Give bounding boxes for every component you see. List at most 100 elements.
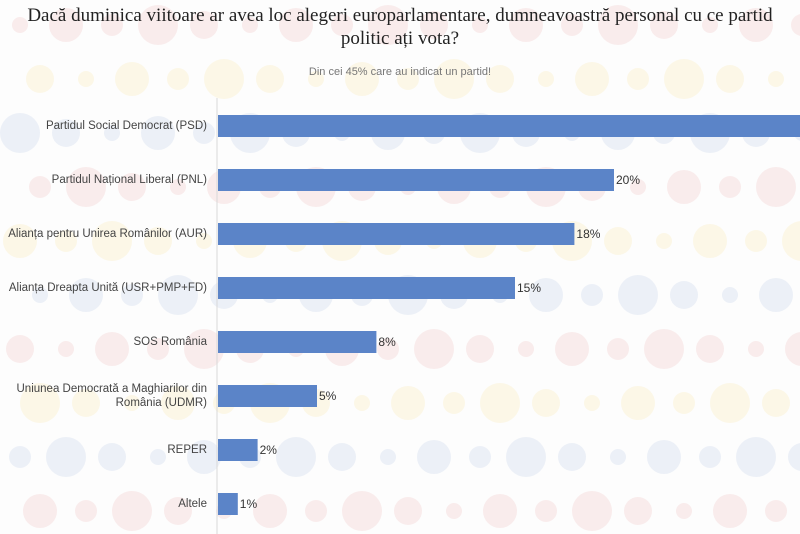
background-dot <box>196 233 212 249</box>
background-dot <box>115 62 149 96</box>
background-dot <box>394 497 422 525</box>
chart-subtitle: Din cei 45% care au indicat un partid! <box>308 66 492 78</box>
background-dot <box>535 500 557 522</box>
background-dot <box>673 392 695 414</box>
background-dot <box>308 71 324 87</box>
background-dot <box>78 71 94 87</box>
background-dot <box>785 332 800 366</box>
background-dot <box>630 179 646 195</box>
background-dot <box>575 62 609 96</box>
background-dot <box>558 443 586 471</box>
background-dot <box>377 338 399 360</box>
value-label: 2% <box>259 443 277 457</box>
background-dot <box>58 341 74 357</box>
background-dot <box>101 14 123 36</box>
background-dot <box>242 17 258 33</box>
background-dot <box>532 389 560 417</box>
value-label: 18% <box>576 227 601 241</box>
background-dot <box>26 65 54 93</box>
background-dot <box>420 11 448 39</box>
background-dot <box>147 338 169 360</box>
value-label: 15% <box>517 281 542 295</box>
category-label: Uniunea Democrată a Maghiarilor din Româ… <box>16 383 208 409</box>
background-dot <box>650 11 678 39</box>
background-dot <box>736 437 776 477</box>
bar <box>218 331 377 353</box>
background-dot <box>52 119 80 147</box>
background-dot <box>469 446 491 468</box>
background-dot <box>204 59 244 99</box>
background-dot <box>118 173 146 201</box>
background-dot <box>92 221 132 261</box>
chart-title: Dacă duminica viitoare ar avea loc alege… <box>27 5 773 49</box>
bar <box>218 277 515 299</box>
background-dot <box>104 125 120 141</box>
background-dot <box>624 497 652 525</box>
background-dot <box>676 503 692 519</box>
background-dot <box>788 443 800 471</box>
background-dot <box>69 278 103 312</box>
background-dot <box>158 275 198 315</box>
background-dot <box>702 17 718 33</box>
background-dot <box>0 113 40 153</box>
background-dot <box>187 440 221 474</box>
background-dot <box>670 281 698 309</box>
background-dot <box>756 167 796 207</box>
background-dot <box>138 5 178 45</box>
background-dot <box>46 437 86 477</box>
background-dot <box>98 443 126 471</box>
background-dot <box>486 65 514 93</box>
background-dot <box>483 494 517 528</box>
background-dot <box>342 491 382 531</box>
background-dot <box>279 8 313 42</box>
background-dot <box>23 494 57 528</box>
background-dot <box>414 329 454 369</box>
background-dot <box>762 389 790 417</box>
bar <box>218 493 238 515</box>
background-dot <box>713 494 747 528</box>
background-dot <box>610 449 626 465</box>
category-label: REPER <box>167 444 207 456</box>
background-dot <box>745 230 767 252</box>
background-dot <box>20 383 60 423</box>
background-dot <box>368 5 408 45</box>
category-label: Alianța pentru Unirea Românilor (AUR) <box>8 228 207 240</box>
background-dot <box>518 341 534 357</box>
background-dot <box>644 329 684 369</box>
background-dot <box>572 491 612 531</box>
background-dot <box>328 443 356 471</box>
category-label: SOS România <box>133 336 207 348</box>
background-dot <box>161 386 195 420</box>
background-dot <box>32 287 48 303</box>
background-dot <box>618 275 658 315</box>
background-dot <box>598 5 638 45</box>
background-dot <box>555 332 589 366</box>
background-dot <box>55 230 77 252</box>
bar <box>218 439 258 461</box>
background-dot <box>664 59 704 99</box>
background-dot <box>472 17 488 33</box>
background-dot <box>417 440 451 474</box>
background-dot <box>693 224 727 258</box>
background-dot <box>607 338 629 360</box>
background-dot <box>72 389 100 417</box>
background-dot <box>9 446 31 468</box>
background-dot <box>529 278 563 312</box>
background-dot <box>167 68 189 90</box>
background-dot <box>627 68 649 90</box>
background-dot <box>647 440 681 474</box>
bar <box>218 115 800 137</box>
background-dot <box>581 284 603 306</box>
background-dot <box>190 11 218 39</box>
value-label: 20% <box>616 173 641 187</box>
background-dot <box>121 284 143 306</box>
background-dot <box>466 335 494 363</box>
background-dot <box>434 59 474 99</box>
bar <box>218 169 614 191</box>
background-dot <box>305 500 327 522</box>
background-dot <box>739 8 773 42</box>
background-dot <box>144 227 172 255</box>
background-dot <box>354 395 370 411</box>
background-dot <box>446 503 462 519</box>
background-dot <box>112 491 152 531</box>
